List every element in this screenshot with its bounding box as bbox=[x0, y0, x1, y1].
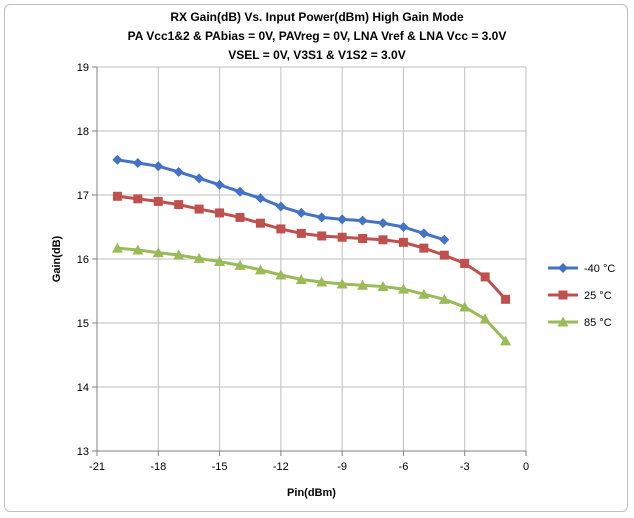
y-tick-label: 17 bbox=[77, 190, 89, 202]
data-point bbox=[173, 249, 185, 260]
data-point bbox=[193, 252, 205, 263]
data-point bbox=[438, 293, 450, 304]
data-point bbox=[500, 335, 512, 346]
series-85C bbox=[111, 242, 512, 346]
data-point bbox=[480, 272, 490, 282]
legend-label: 25 °C bbox=[584, 290, 612, 302]
data-point bbox=[439, 250, 449, 260]
data-point bbox=[174, 200, 184, 210]
data-point bbox=[377, 281, 389, 292]
data-point bbox=[378, 218, 388, 229]
data-point bbox=[112, 154, 123, 165]
data-point bbox=[419, 243, 429, 253]
chart-title-line-1: RX Gain(dB) Vs. Input Power(dBm) High Ga… bbox=[170, 10, 464, 24]
legend-label: 85 °C bbox=[584, 317, 612, 329]
legend-swatch-marker bbox=[558, 263, 568, 273]
y-tick-label: 16 bbox=[77, 254, 89, 266]
data-point bbox=[317, 231, 327, 241]
data-point bbox=[295, 273, 307, 284]
x-tick-label: -12 bbox=[273, 461, 289, 473]
data-point bbox=[439, 234, 450, 245]
y-tick-label: 19 bbox=[77, 62, 89, 74]
data-point bbox=[337, 232, 347, 242]
data-point bbox=[132, 244, 144, 255]
x-tick-label: -21 bbox=[89, 461, 105, 473]
data-point bbox=[296, 207, 307, 218]
data-point bbox=[275, 269, 287, 280]
data-point bbox=[254, 264, 266, 275]
data-point bbox=[153, 161, 164, 172]
data-point bbox=[336, 278, 348, 289]
data-point bbox=[357, 279, 369, 290]
legend-item: 25 °C bbox=[548, 290, 612, 302]
data-point bbox=[378, 235, 388, 245]
data-point bbox=[194, 173, 205, 184]
data-point bbox=[460, 258, 470, 268]
data-point bbox=[235, 186, 245, 197]
data-point bbox=[133, 194, 143, 204]
legend-swatch-marker bbox=[558, 290, 568, 300]
grid bbox=[92, 66, 527, 456]
data-point bbox=[275, 201, 286, 212]
data-point bbox=[255, 193, 266, 204]
data-point bbox=[296, 228, 306, 238]
data-point bbox=[357, 215, 368, 226]
x-axis-label: Pin(dBm) bbox=[287, 487, 336, 499]
data-point bbox=[112, 191, 122, 201]
data-point bbox=[418, 228, 429, 239]
data-point bbox=[479, 313, 491, 324]
data-point bbox=[173, 166, 184, 177]
data-point bbox=[235, 212, 245, 222]
y-tick-label: 14 bbox=[77, 382, 89, 394]
data-point bbox=[194, 204, 204, 214]
data-point bbox=[501, 294, 511, 304]
data-point bbox=[132, 158, 143, 168]
y-axis-label: Gain(dB) bbox=[51, 235, 63, 282]
chart-title-line-2: PA Vcc1&2 & PAbias = 0V, PAVreg = 0V, LN… bbox=[127, 29, 507, 43]
data-point bbox=[153, 196, 163, 206]
data-point bbox=[316, 276, 328, 287]
legend-item: 85 °C bbox=[548, 316, 612, 329]
data-point bbox=[337, 214, 348, 225]
series-line bbox=[117, 194, 507, 301]
data-point bbox=[111, 242, 123, 253]
x-tick-label: -3 bbox=[460, 461, 470, 473]
data-point bbox=[398, 237, 408, 247]
data-point bbox=[316, 212, 327, 223]
legend-swatch-marker bbox=[557, 316, 569, 327]
data-point bbox=[418, 288, 430, 299]
data-point bbox=[255, 218, 265, 228]
x-tick-label: -15 bbox=[212, 461, 228, 473]
legend: -40 °C 25 °C 85 °C bbox=[548, 263, 615, 329]
series-minus40C bbox=[112, 154, 450, 245]
data-point bbox=[459, 301, 471, 312]
legend-item: -40 °C bbox=[548, 263, 615, 275]
series-layer bbox=[111, 154, 512, 346]
data-point bbox=[397, 283, 409, 294]
y-tick-label: 15 bbox=[77, 318, 89, 330]
data-point bbox=[152, 247, 164, 258]
data-point bbox=[215, 208, 225, 218]
data-point bbox=[398, 222, 409, 232]
y-tick-label: 18 bbox=[77, 126, 89, 138]
data-point bbox=[276, 224, 286, 234]
chart-frame bbox=[4, 4, 628, 512]
x-tick-label: -6 bbox=[399, 461, 409, 473]
data-point bbox=[214, 256, 226, 267]
y-tick-label: 13 bbox=[77, 446, 89, 458]
x-tick-label: -9 bbox=[337, 461, 347, 473]
x-tick-label: -18 bbox=[150, 461, 166, 473]
data-point bbox=[234, 259, 246, 270]
tick-labels: 13 14 15 16 17 18 19 -21 -18 -15 -12 -9 -6 -3 0 bbox=[77, 62, 529, 473]
series-line bbox=[117, 246, 507, 342]
legend-label: -40 °C bbox=[584, 263, 615, 275]
chart-title-line-3: VSEL = 0V, V3S1 & V1S2 = 3.0V bbox=[228, 48, 406, 62]
data-point bbox=[214, 179, 225, 190]
x-tick-label: 0 bbox=[523, 461, 529, 473]
series-25C bbox=[112, 191, 511, 304]
data-point bbox=[358, 234, 368, 244]
